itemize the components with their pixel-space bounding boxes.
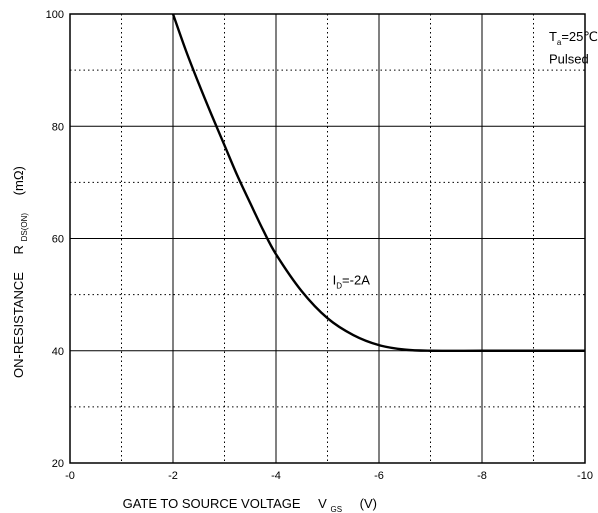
annotation-label: ID=-2A: [333, 273, 371, 291]
x-tick-label: -2: [168, 470, 178, 482]
annotation-label: Ta=25℃: [549, 29, 598, 47]
annotations: Ta=25℃ Pulsed ID=-2A: [333, 29, 598, 291]
y-tick-label: 40: [52, 346, 64, 358]
x-tick-label: -0: [65, 470, 75, 482]
annotation-label: Pulsed: [549, 51, 589, 66]
y-axis-label: ON-RESISTANCE R DS(ON) (mΩ): [11, 166, 30, 378]
y-tick-label: 60: [52, 234, 64, 246]
y-tick-label: 100: [46, 9, 64, 21]
data-series-line: [171, 13, 585, 353]
y-tick-label: 20: [52, 458, 64, 470]
y-tick-labels: 20 40 60 80 100: [46, 9, 64, 470]
plot-frame: [69, 13, 586, 464]
x-tick-labels: -0 -2 -4 -6 -8 -10: [65, 470, 593, 482]
x-axis-label: GATE TO SOURCE VOLTAGE V GS (V): [123, 496, 377, 513]
x-tick-label: -8: [477, 470, 487, 482]
x-tick-label: -4: [271, 470, 281, 482]
y-tick-label: 80: [52, 121, 64, 133]
major-gridlines: [70, 14, 585, 463]
minor-gridlines: [70, 14, 585, 463]
x-tick-label: -10: [577, 470, 593, 482]
x-tick-label: -6: [374, 470, 384, 482]
